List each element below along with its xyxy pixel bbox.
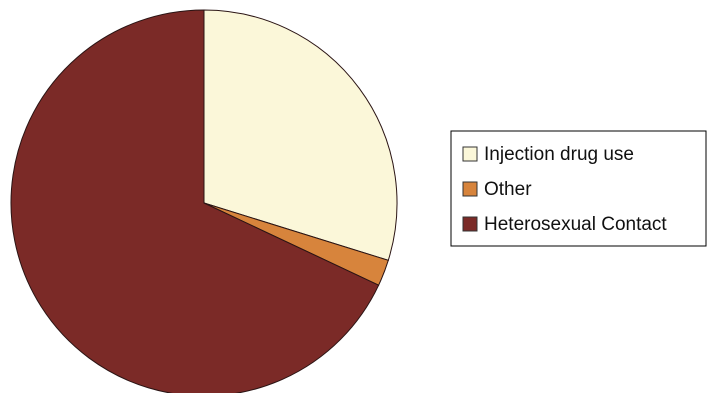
legend-label-heterosexual-contact: Heterosexual Contact xyxy=(484,214,667,235)
legend-entry-other: Other xyxy=(462,179,532,200)
legend-label-other: Other xyxy=(484,179,532,200)
legend: Injection drug use Other Heterosexual Cont… xyxy=(450,130,707,247)
pie-slices xyxy=(10,9,398,397)
legend-entry-injection-drug-use: Injection drug use xyxy=(462,144,634,165)
legend-swatch-other xyxy=(462,181,478,197)
pie-slice-heterosexual-contact xyxy=(10,9,380,397)
legend-swatch-heterosexual-contact xyxy=(462,216,478,232)
legend-label-injection-drug-use: Injection drug use xyxy=(484,144,634,165)
legend-entry-heterosexual-contact: Heterosexual Contact xyxy=(462,214,667,235)
pie-slice-injection-drug-use xyxy=(203,9,398,261)
legend-swatch-injection-drug-use xyxy=(462,146,478,162)
legend-box xyxy=(450,130,707,247)
